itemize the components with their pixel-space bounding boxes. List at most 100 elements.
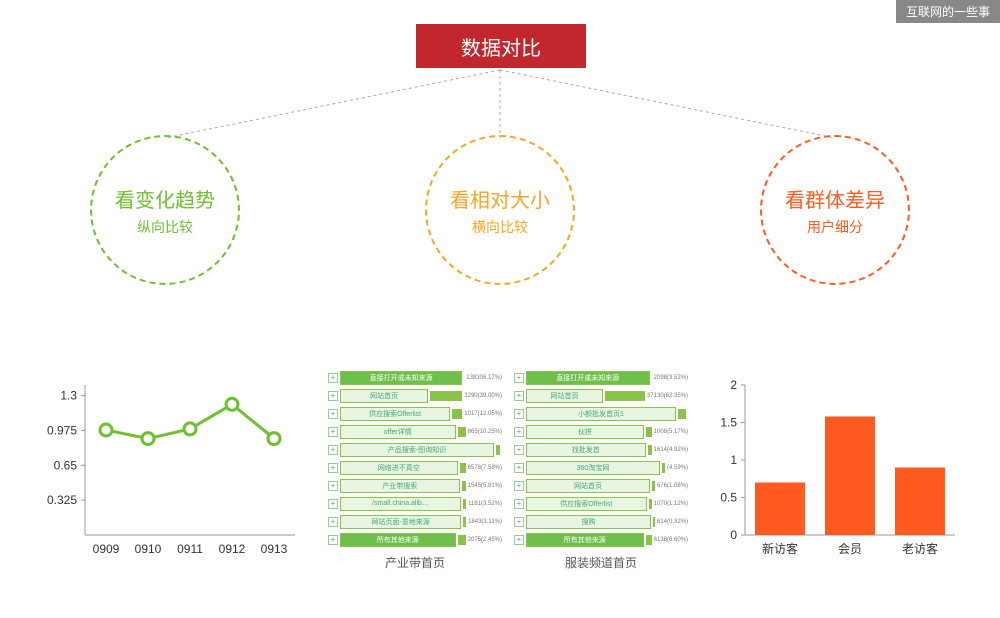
circle-2: 看群体差异用户细分 [760,135,910,285]
svg-text:0912: 0912 [219,542,246,556]
expand-icon: + [328,481,338,491]
panel-row: +网站首页676(1.08%) [514,478,688,493]
panel-row: +360淘宝网 (4.59%) [514,460,688,475]
expand-icon: + [328,463,338,473]
panel-row-bar [648,445,652,455]
panel-row-label: 产业带搜索 [340,479,460,493]
expand-icon: + [328,373,338,383]
panel-row-label: 所有其他来源 [526,533,644,547]
panel-row-bar [463,499,466,509]
panel-row-value: 2075(2.45%) [468,537,502,543]
watermark: 互联网的一些事 [896,0,1000,23]
panel-row: +供应搜索Offerlist 1070(1.12%) [514,496,688,511]
panel-row: +直接打开或未知来源138306.17%) [328,370,502,385]
panel-row-value: 37130(62.35%) [647,393,688,399]
svg-text:0.325: 0.325 [47,493,77,507]
panel-row-label: 网站首页 [526,389,603,403]
panel-row-bar [496,445,500,455]
panel-row-value: 614(0.32%) [657,519,688,525]
panel-row: +网站首页 37130(62.35%) [514,388,688,403]
panel-row: +小额批发首页1 [514,406,688,421]
panel-row: +网站首页3290(39.00%) [328,388,502,403]
bar-chart: 00.511.52新访客会员老访客 [710,370,970,570]
panel-row-label: 直接打开或未知来源 [340,371,462,385]
panel-row-label: 360淘宝网 [526,461,660,475]
svg-text:1: 1 [730,453,737,467]
expand-icon: + [328,409,338,419]
panel-row: +所有其他来源 2075(2.45%) [328,532,502,547]
panel-row-value: 676(1.08%) [657,483,688,489]
panel-row-bar [458,535,466,545]
expand-icon: + [328,427,338,437]
expand-icon: + [328,499,338,509]
expand-icon: + [514,517,524,527]
panel-row-bar [460,463,466,473]
expand-icon: + [328,535,338,545]
panel-row-label: 供应搜索Offerlist [340,407,450,421]
circle-title: 看变化趋势 [115,184,215,213]
line-chart: 0.3250.650.9751.309090910091109120913 [30,370,310,570]
panel-row-label: 网站首页 [340,389,428,403]
panel-row: +网络进不真空6578(7.58%) [328,460,502,475]
circle-sub: 纵向比较 [137,217,193,237]
panel-row-bar [678,409,686,419]
svg-text:0.975: 0.975 [47,424,77,438]
circle-title: 看群体差异 [785,184,885,213]
expand-icon: + [514,463,524,473]
panel-row-value: 865(10.25%) [468,429,502,435]
panel-row-bar [452,409,462,419]
panel-row-bar [458,427,466,437]
panel-1: +直接打开或未知来源2098(3.52%)+网站首页37130(62.35%)+… [514,370,688,590]
panel-row: +找批发首1614(4.92%) [514,442,688,457]
panel-row-label: offer详情 [340,425,456,439]
circle-sub: 横向比较 [472,217,528,237]
panel-row-bar [463,517,466,527]
svg-text:0913: 0913 [261,542,288,556]
panel-pair: +直接打开或未知来源138306.17%)+网站首页3290(39.00%)+供… [328,370,688,590]
expand-icon: + [514,499,524,509]
panel-row-value: 1070(1.12%) [654,501,688,507]
panel-label: 产业带首页 [328,554,502,571]
panel-row-bar [653,517,655,527]
panel-row: +产业带搜索 1545(5.81%) [328,478,502,493]
expand-icon: + [514,391,524,401]
panel-row-label: 小额批发首页1 [526,407,676,421]
title-text: 数据对比 [461,32,541,61]
panel-row-value: 1008(5.17%) [654,429,688,435]
expand-icon: + [514,445,524,455]
expand-icon: + [514,427,524,437]
svg-text:0910: 0910 [135,542,162,556]
panel-row-value: 6138(6.60%) [654,537,688,543]
panel-row: +/small.china.alib…1181(3.52%) [328,496,502,511]
panel-row-label: 伙拼 [526,425,644,439]
panel-row-value: (4.59%) [667,465,688,471]
circle-0: 看变化趋势纵向比较 [90,135,240,285]
panel-row: +产品搜索-图询知识 [328,442,502,457]
panel-row-bar [646,427,652,437]
panel-row: +供应搜索Offerlist 1017(12.05%) [328,406,502,421]
panel-row-bar [605,391,645,401]
panel-row-label: 产品搜索-图询知识 [340,443,494,457]
panel-row-label: 所有其他来源 [340,533,456,547]
expand-icon: + [514,481,524,491]
panel-row: +网站页面-意地来源1843(3.11%) [328,514,502,529]
panel-0: +直接打开或未知来源138306.17%)+网站首页3290(39.00%)+供… [328,370,502,590]
svg-text:1.5: 1.5 [720,416,737,430]
panel-row: +直接打开或未知来源2098(3.52%) [514,370,688,385]
panel-row-bar [662,463,665,473]
svg-text:0.5: 0.5 [720,491,737,505]
panel-row-value: 1843(3.11%) [468,519,502,525]
svg-text:会员: 会员 [838,542,862,556]
expand-icon: + [514,373,524,383]
panel-row-label: 供应搜索Offerlist [526,497,647,511]
panel-row-value: 1545(5.81%) [468,483,502,489]
panel-row-value: 1181(3.52%) [468,501,502,507]
panel-row-label: 网站页面-意地来源 [340,515,461,529]
panel-row-label: 直接打开或未知来源 [526,371,650,385]
panel-row-label: 网络进不真空 [340,461,458,475]
panel-row-value: 1017(12.05%) [464,411,502,417]
svg-text:0.65: 0.65 [54,458,78,472]
svg-text:0909: 0909 [93,542,120,556]
svg-text:老访客: 老访客 [902,541,938,556]
panel-row-bar [646,535,652,545]
